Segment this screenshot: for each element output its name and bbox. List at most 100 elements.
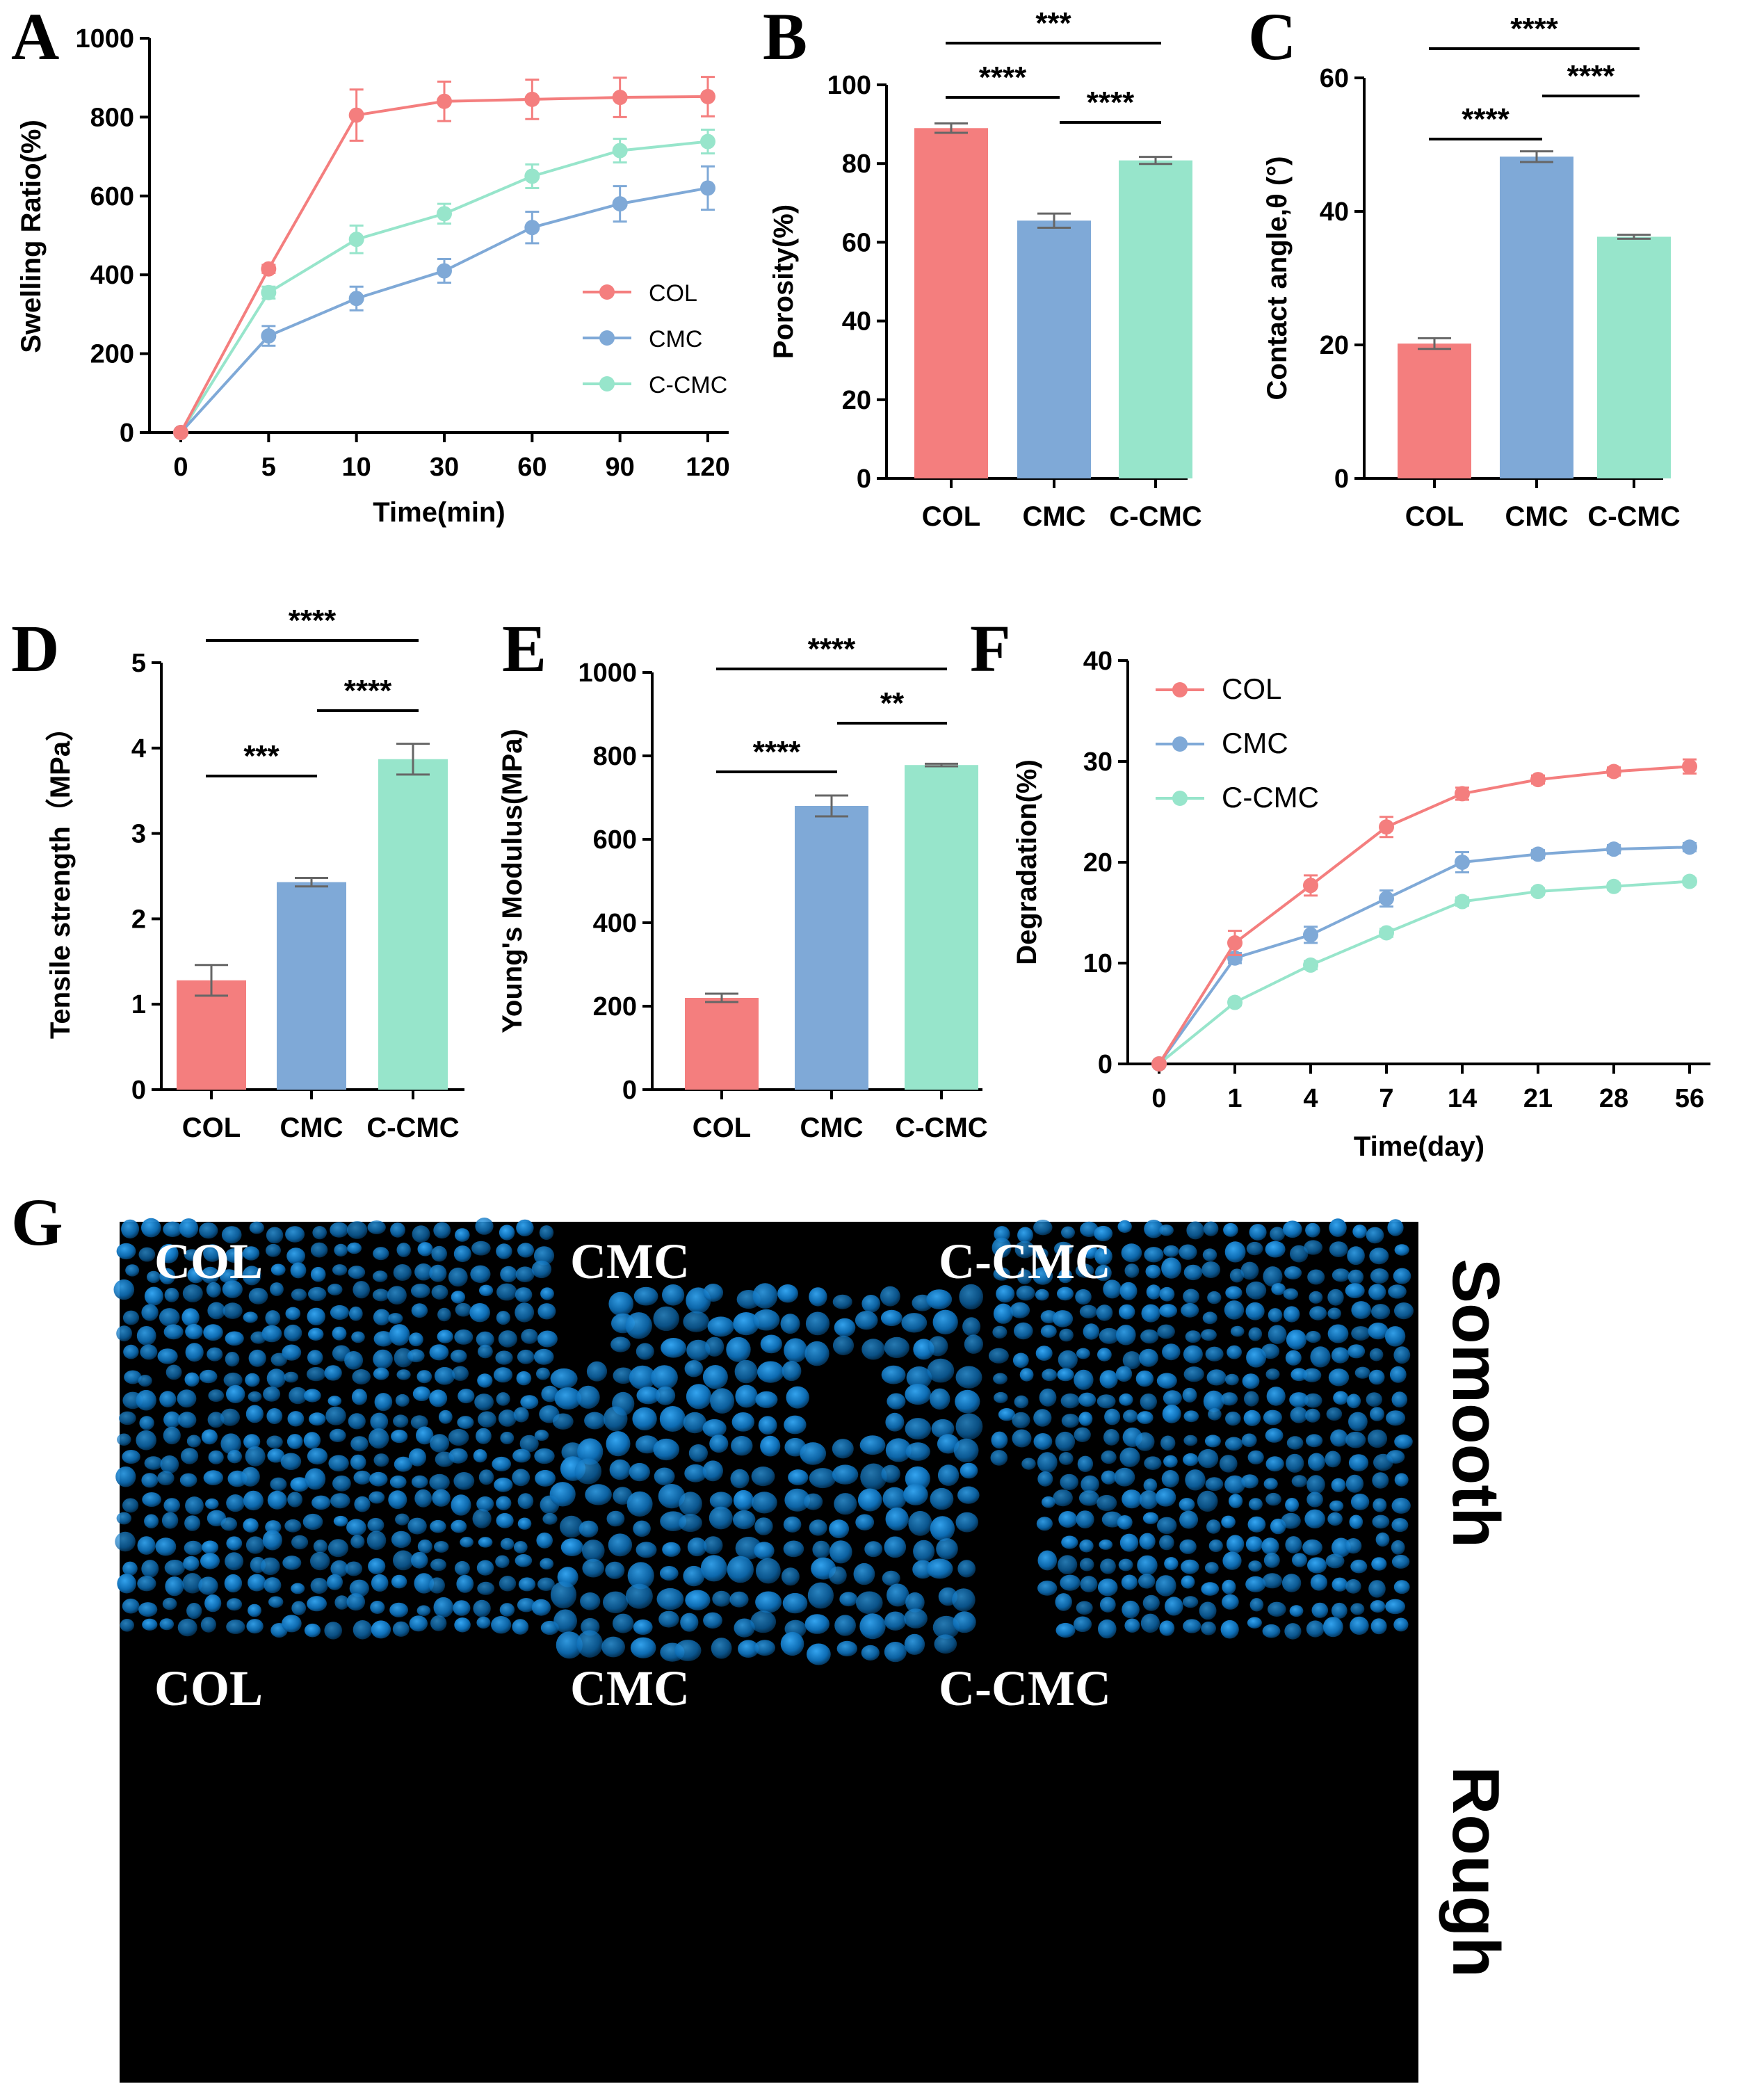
nucleus — [556, 1631, 583, 1659]
nucleus — [324, 1622, 343, 1640]
nucleus — [1305, 1222, 1320, 1238]
nucleus — [683, 1565, 705, 1587]
bar-col — [1398, 344, 1471, 478]
data-point-col — [1303, 878, 1318, 894]
nucleus — [246, 1619, 264, 1634]
nucleus — [470, 1265, 491, 1284]
nucleus — [1290, 1245, 1309, 1263]
nucleus — [903, 1483, 928, 1505]
nucleus — [1124, 1618, 1140, 1633]
nucleus — [758, 1416, 777, 1435]
significance-label: *** — [243, 739, 280, 773]
significance-label: **** — [1087, 86, 1135, 120]
nucleus — [1205, 1477, 1224, 1492]
nucleus — [1368, 1580, 1386, 1598]
nucleus — [261, 1325, 282, 1343]
nucleus — [308, 1286, 327, 1302]
nucleus — [626, 1491, 653, 1517]
nucleus — [1160, 1435, 1176, 1451]
nucleus — [1099, 1370, 1118, 1389]
nucleus — [371, 1574, 389, 1592]
x-tick-label: 120 — [686, 453, 729, 482]
nucleus — [1386, 1410, 1406, 1426]
bar-col — [685, 998, 759, 1090]
data-point-c-cmc — [1379, 925, 1394, 941]
nucleus — [396, 1243, 411, 1257]
x-tick-label: 5 — [261, 453, 276, 482]
nucleus — [1268, 1601, 1286, 1617]
nucleus — [1229, 1494, 1243, 1508]
nucleus — [1263, 1478, 1278, 1490]
data-point-col — [524, 91, 540, 107]
nucleus — [1348, 1412, 1368, 1432]
nucleus — [535, 1469, 556, 1487]
nucleus — [512, 1469, 531, 1487]
nucleus — [1289, 1605, 1304, 1617]
nucleus — [290, 1477, 309, 1492]
nucleus — [434, 1541, 449, 1553]
nucleus — [880, 1309, 903, 1327]
nucleus — [245, 1405, 264, 1423]
nucleus — [1183, 1619, 1201, 1633]
data-point-cmc — [437, 263, 452, 279]
nucleus — [855, 1311, 878, 1330]
nucleus — [308, 1327, 324, 1341]
nucleus — [160, 1455, 179, 1473]
nucleus — [1283, 1220, 1302, 1238]
nucleus — [1162, 1343, 1181, 1361]
y-tick-label: 2 — [131, 905, 146, 934]
nucleus — [1348, 1269, 1364, 1285]
nucleus — [1245, 1281, 1267, 1300]
nucleus — [1114, 1467, 1135, 1487]
nucleus — [1241, 1433, 1257, 1448]
row-label-rough: Rough — [1439, 1766, 1513, 1978]
nucleus — [1286, 1453, 1304, 1473]
nucleus — [165, 1576, 184, 1597]
nucleus — [580, 1592, 601, 1610]
nucleus — [1345, 1538, 1362, 1554]
nucleus — [1306, 1492, 1323, 1508]
panel-label-e: E — [502, 611, 547, 686]
nucleus — [138, 1375, 152, 1387]
nucleus — [884, 1611, 907, 1631]
nucleus — [120, 1619, 134, 1632]
nucleus — [805, 1311, 830, 1336]
nucleus — [734, 1359, 758, 1384]
nucleus — [248, 1288, 268, 1305]
nucleus — [608, 1291, 633, 1316]
nucleus — [603, 1591, 629, 1613]
nucleus — [454, 1617, 471, 1633]
significance-label: ** — [880, 686, 905, 720]
nucleus — [395, 1513, 410, 1526]
nucleus — [1224, 1437, 1243, 1451]
nucleus — [1245, 1536, 1263, 1552]
nucleus — [346, 1593, 366, 1611]
data-point-cmc — [1530, 846, 1546, 862]
nucleus — [913, 1540, 935, 1563]
nucleus — [1059, 1328, 1074, 1342]
nucleus — [221, 1226, 242, 1244]
nucleus — [263, 1386, 281, 1402]
nucleus — [289, 1387, 307, 1405]
nucleus — [1159, 1535, 1174, 1551]
series-line-col — [1158, 765, 1690, 1065]
nucleus — [223, 1372, 243, 1388]
y-tick-label: 30 — [1083, 748, 1112, 777]
nucleus — [199, 1222, 218, 1239]
nucleus — [116, 1325, 133, 1341]
nucleus — [302, 1513, 323, 1530]
nucleus — [451, 1291, 466, 1304]
chart-c: 0 20 40 60 Contact angle,θ (°) COL CMC C-CMC ***… — [1262, 12, 1681, 532]
nucleus — [1017, 1227, 1033, 1243]
nucleus — [1333, 1391, 1349, 1405]
x-axis-title: Time(min) — [373, 497, 505, 528]
nucleus — [429, 1389, 448, 1407]
nucleus — [1373, 1498, 1387, 1512]
nucleus — [1393, 1268, 1411, 1284]
data-point-c-cmc — [261, 284, 277, 300]
nucleus — [451, 1494, 471, 1516]
nucleus — [1309, 1306, 1327, 1320]
nucleus — [1179, 1510, 1199, 1529]
nucleus — [930, 1388, 950, 1410]
nucleus — [1203, 1390, 1224, 1412]
